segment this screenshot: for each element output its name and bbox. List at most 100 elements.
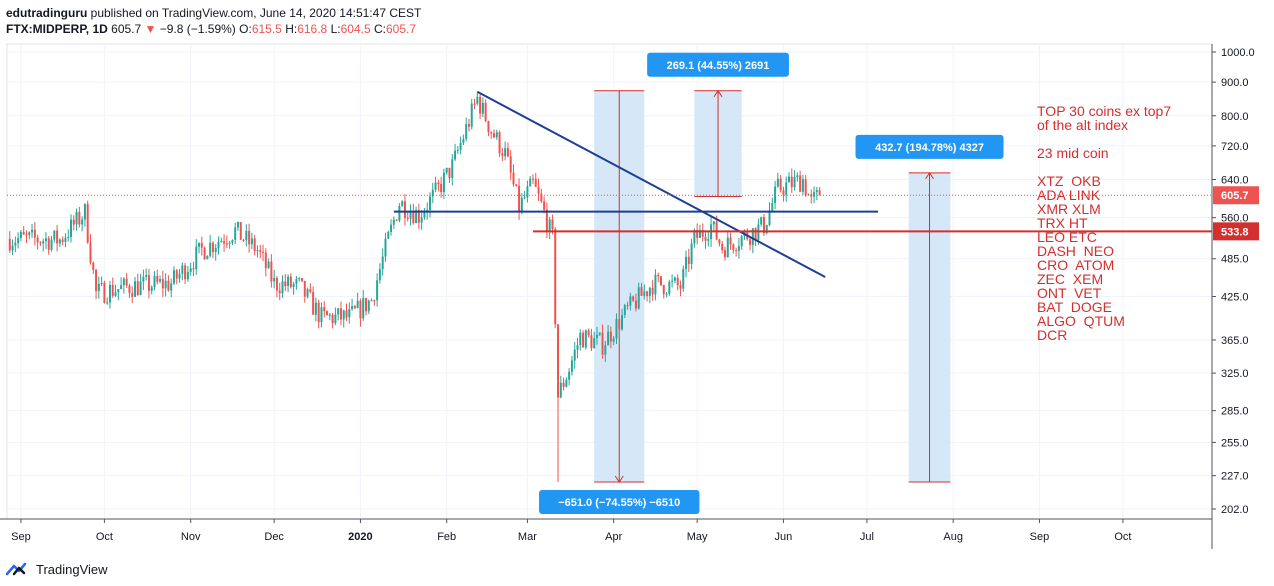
candle-body (103, 282, 106, 303)
candle-body (39, 242, 42, 244)
measure-arrow-head (614, 475, 624, 483)
candle-body (164, 280, 167, 289)
candle-body (22, 231, 25, 235)
candle-body (420, 217, 423, 223)
candle-body (100, 282, 103, 284)
candle-body (459, 142, 462, 150)
candle-body (175, 270, 178, 279)
candle-body (551, 219, 554, 229)
candle-body (64, 237, 67, 242)
candle-body (626, 305, 629, 307)
price-badge-label: 605.7 (1221, 190, 1249, 202)
candle-body (28, 232, 31, 236)
candle-body (281, 281, 284, 294)
candle-body (570, 360, 573, 372)
candle-body (8, 238, 11, 251)
candle-body (787, 176, 790, 183)
candle-body (804, 179, 807, 196)
candle-body (25, 234, 28, 236)
x-tick-label: Oct (1114, 531, 1131, 543)
candle-body (186, 272, 189, 280)
candle-body (707, 239, 710, 241)
coin-pair: LEO ETC (1037, 229, 1097, 245)
measure-label-box (855, 134, 1004, 159)
x-tick-label: Dec (264, 531, 284, 543)
candle-body (14, 242, 17, 246)
candle-body (348, 309, 351, 318)
y-tick-label: 285.0 (1221, 406, 1249, 418)
candle-body (771, 202, 774, 211)
candle-body (248, 230, 251, 245)
x-tick-label: Jul (860, 531, 874, 543)
candle-body (331, 314, 334, 324)
candle-body (353, 306, 356, 309)
candle-body (61, 239, 64, 242)
candle-body (376, 280, 379, 301)
price-badge (1213, 222, 1259, 241)
candle-body (782, 190, 785, 195)
candle-body (454, 150, 457, 160)
tradingview-logo[interactable]: TradingView (6, 559, 108, 579)
candle-body (314, 302, 317, 315)
trendlines (7, 90, 1212, 278)
candle-body (412, 212, 415, 223)
candle-body (562, 382, 565, 387)
open-label: O: (239, 22, 252, 36)
candle-body (712, 221, 715, 225)
candle-body (378, 269, 381, 281)
candle-body (323, 307, 326, 312)
candle-body (259, 250, 262, 252)
candle-body (648, 287, 651, 296)
y-tick-label: 365.0 (1221, 335, 1249, 347)
candle-body (172, 270, 175, 284)
candle-body (473, 103, 476, 105)
candle-body (531, 178, 534, 180)
candle-body (657, 274, 660, 277)
candle-body (445, 167, 448, 173)
candle-body (264, 252, 267, 269)
candle-body (467, 124, 470, 127)
candle-body (565, 379, 568, 387)
low-label: L: (330, 22, 341, 36)
candle-body (545, 209, 548, 233)
candle-body (520, 197, 523, 213)
candle-body (504, 148, 507, 157)
candle-body (200, 242, 203, 248)
candle-body (373, 300, 376, 302)
price-badge (1213, 186, 1259, 205)
candle-body (523, 197, 526, 199)
candle-body (593, 338, 596, 349)
symbol-label[interactable]: FTX:MIDPERP, 1D (6, 22, 108, 36)
candle-body (726, 237, 729, 258)
candle-body (529, 178, 532, 187)
candle-body (36, 237, 39, 243)
candle-body (72, 219, 75, 225)
candle-body (456, 149, 459, 151)
candle-body (732, 244, 735, 251)
publisher-name[interactable]: edutradinguru (6, 6, 88, 20)
candle-body (735, 250, 738, 252)
x-tick-label: Sep (1030, 531, 1050, 543)
y-tick-label: 255.0 (1221, 437, 1249, 449)
candle-body (306, 289, 309, 297)
candle-body (225, 243, 228, 245)
candle-body (370, 300, 373, 302)
high-value: 616.8 (297, 22, 328, 36)
price-change: −9.8 (−1.59%) (159, 22, 236, 36)
x-tick-label: May (687, 531, 708, 543)
candle-body (760, 217, 763, 225)
candle-body (309, 289, 312, 292)
y-tick-label: 202.0 (1221, 504, 1249, 516)
candle-body (120, 285, 123, 290)
candle-body (359, 300, 362, 319)
candle-body (50, 239, 53, 250)
candle-body (345, 310, 348, 318)
candle-body (278, 290, 281, 294)
candle-body (195, 246, 198, 270)
candle-body (139, 281, 142, 295)
candle-body (273, 277, 276, 282)
candle-body (44, 238, 47, 242)
coin-pair: XTZ OKB (1037, 173, 1101, 189)
candle-body (612, 338, 615, 342)
